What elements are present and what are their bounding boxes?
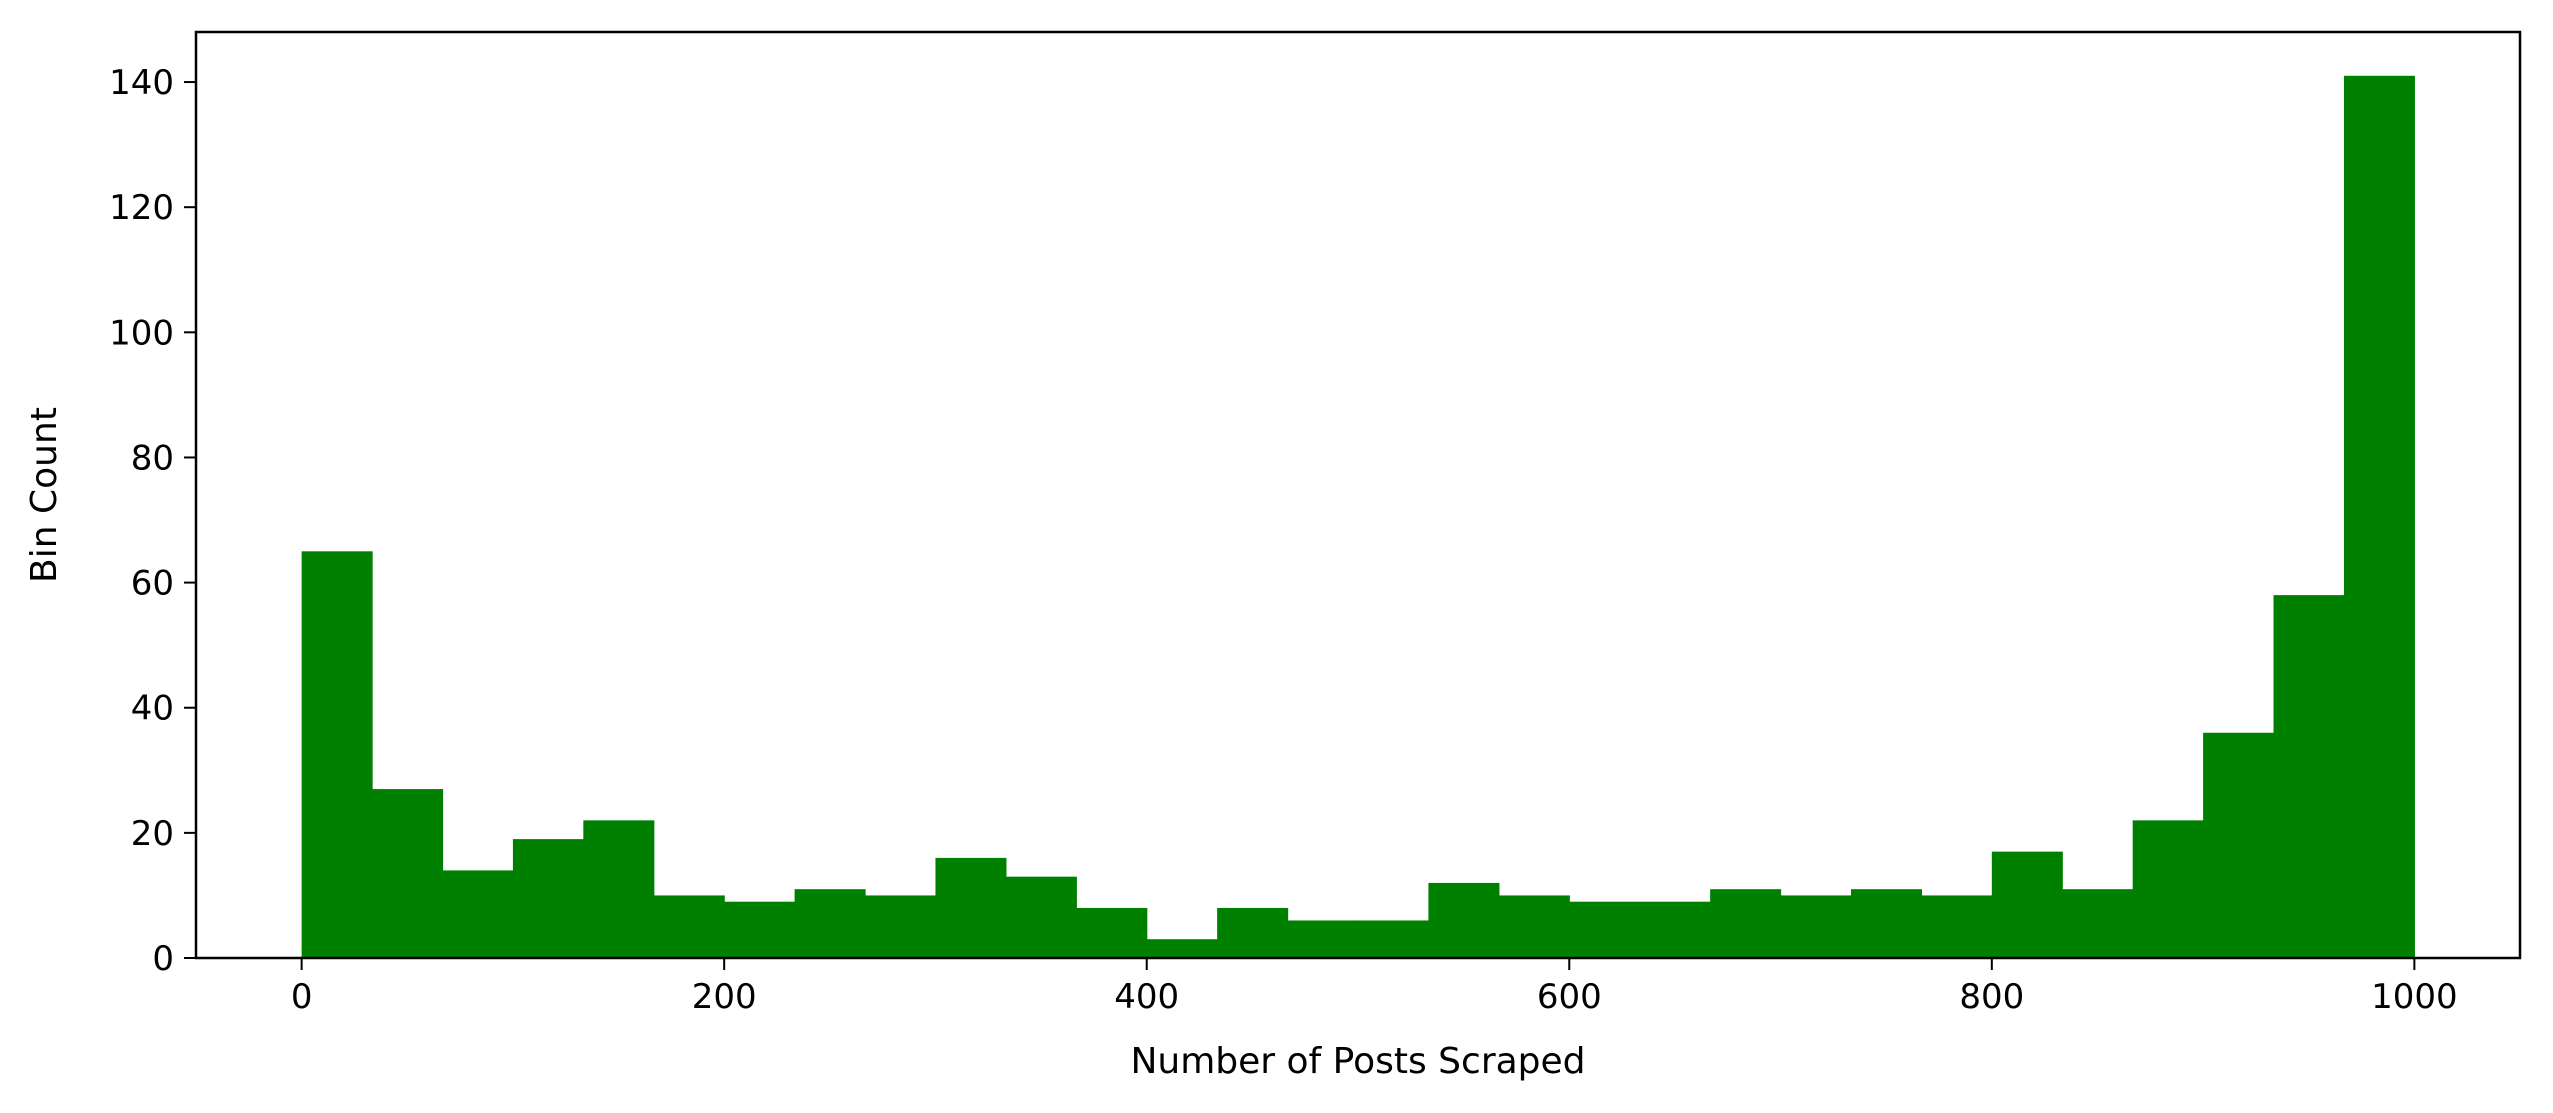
x-axis-ticks: 0 200 400 600 800 1000 [291,958,2458,1017]
histogram-bar [1850,889,1923,958]
histogram-bar [724,901,796,958]
histogram-bar [1217,907,1289,958]
histogram-bar [1639,901,1711,958]
histogram-bar [1710,889,1782,958]
x-axis-label: Number of Posts Scraped [1130,1041,1585,1082]
histogram-bar [2132,820,2204,958]
histogram-bar [1005,876,1077,958]
histogram-bar [1991,851,2063,958]
histogram-bar [301,551,373,958]
histogram-bar [512,839,584,958]
histogram-bar [2062,889,2134,958]
histogram-bar [653,895,725,958]
histogram-bar [442,870,514,958]
histogram-bar [372,789,444,958]
histogram-bar [1921,895,1993,958]
y-tick-label: 60 [131,564,174,604]
y-tick-label: 0 [152,939,174,979]
y-tick-label: 120 [109,188,174,228]
histogram-bar [2203,732,2275,958]
histogram-bar [1498,895,1570,958]
y-tick-label: 40 [131,689,174,729]
histogram-bar [1076,907,1148,958]
histogram-bar [583,820,655,958]
x-tick-label: 800 [1959,977,2024,1017]
x-tick-label: 200 [692,977,757,1017]
plot-frame [194,30,2522,960]
histogram-bar [2343,75,2415,958]
y-tick-label: 80 [131,438,174,478]
histogram-bar [865,895,937,958]
histogram-bar [794,889,866,958]
y-tick-label: 20 [131,814,174,854]
histogram-bar [1287,920,1359,958]
y-axis-ticks: 0 20 40 60 80 100 120 140 [109,63,196,979]
histogram-bar [1358,920,1430,958]
histogram-bar [935,857,1007,958]
histogram-bar [1146,939,1218,958]
histogram-bar [1569,901,1641,958]
x-tick-label: 400 [1114,977,1179,1017]
histogram-bar [2273,595,2345,958]
x-tick-label: 0 [291,977,313,1017]
y-tick-label: 100 [109,313,174,353]
y-axis-label: Bin Count [24,407,65,583]
y-tick-label: 140 [109,63,174,103]
x-tick-label: 1000 [2371,977,2458,1017]
histogram-bar [1428,882,1500,958]
histogram-bar [1780,895,1852,958]
histogram-bars [301,75,2415,958]
x-tick-label: 600 [1537,977,1602,1017]
